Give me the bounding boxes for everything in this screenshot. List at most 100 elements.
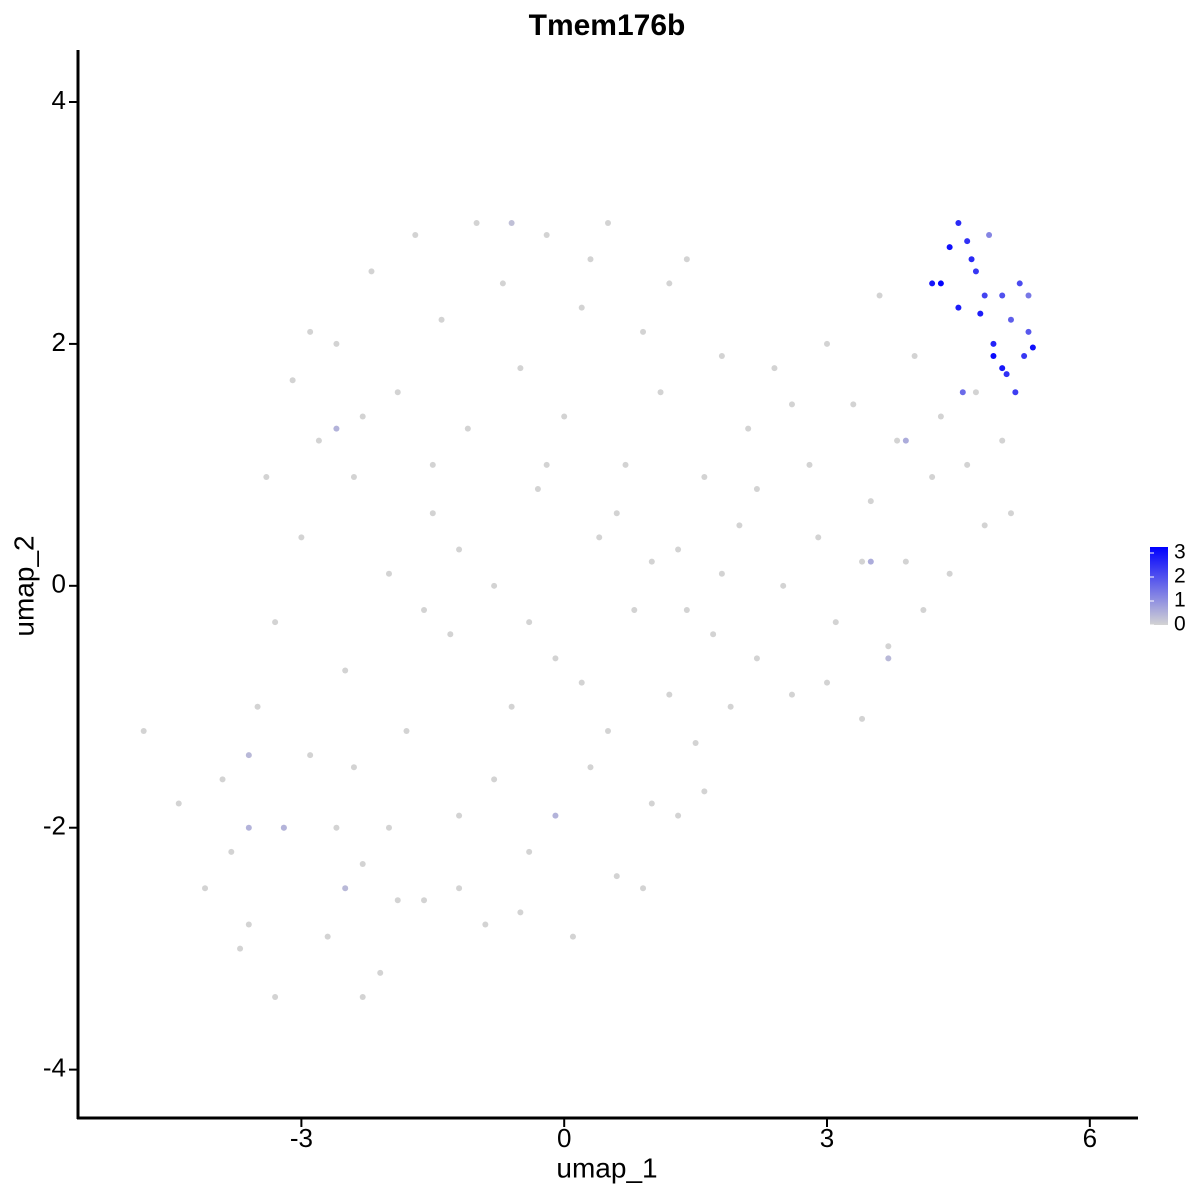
- cell-point: [447, 631, 454, 638]
- x-axis-title: umap_1: [556, 1152, 657, 1183]
- cell-point: [350, 764, 357, 771]
- cell-point: [421, 607, 428, 614]
- cell-point: [885, 655, 892, 662]
- cell-point: [517, 365, 524, 372]
- cell-point: [1021, 353, 1028, 360]
- cell-point: [359, 994, 366, 1001]
- y-tick-label: 4: [52, 85, 66, 115]
- cell-point: [771, 365, 778, 372]
- cell-point: [964, 461, 971, 468]
- cell-point: [701, 473, 708, 480]
- cell-point: [491, 582, 498, 589]
- cell-point: [683, 607, 690, 614]
- cell-point: [596, 534, 603, 541]
- cell-point: [859, 715, 866, 722]
- colorbar-tick-label: 3: [1174, 541, 1186, 564]
- cell-point: [307, 752, 314, 759]
- cell-point: [359, 861, 366, 868]
- cell-point: [578, 679, 585, 686]
- cell-point: [245, 824, 252, 831]
- cell-point: [140, 727, 147, 734]
- cell-point: [1007, 316, 1014, 323]
- cell-point: [456, 885, 463, 892]
- cell-point: [342, 667, 349, 674]
- cell-point: [981, 292, 988, 299]
- cell-point: [534, 486, 541, 493]
- cell-point: [718, 353, 725, 360]
- cell-point: [508, 703, 515, 710]
- cell-point: [429, 461, 436, 468]
- cell-point: [876, 292, 883, 299]
- cell-point: [385, 824, 392, 831]
- cell-point: [315, 437, 322, 444]
- cell-point: [964, 238, 971, 245]
- cell-point: [999, 437, 1006, 444]
- y-axis-title: umap_2: [8, 535, 39, 636]
- colorbar-tick-label: 2: [1174, 565, 1186, 588]
- cell-point: [578, 304, 585, 311]
- cell-point: [587, 256, 594, 263]
- x-tick-label: 3: [820, 1123, 834, 1153]
- cell-point: [456, 812, 463, 819]
- cell-point: [1012, 389, 1019, 396]
- cell-point: [990, 340, 997, 347]
- cell-point: [438, 316, 445, 323]
- cell-point: [867, 498, 874, 505]
- cell-point: [955, 304, 962, 311]
- cell-point: [412, 232, 419, 239]
- cell-point: [456, 546, 463, 553]
- cell-point: [788, 401, 795, 408]
- cell-point: [780, 582, 787, 589]
- cell-point: [911, 353, 918, 360]
- cell-point: [968, 256, 975, 263]
- y-tick-label: -2: [43, 811, 66, 841]
- cell-point: [937, 413, 944, 420]
- x-tick-label: 6: [1083, 1123, 1097, 1153]
- cell-point: [710, 631, 717, 638]
- cell-point: [718, 570, 725, 577]
- cell-point: [289, 377, 296, 384]
- cell-point: [508, 219, 515, 226]
- cell-point: [937, 280, 944, 287]
- cell-point: [385, 570, 392, 577]
- cell-point: [394, 897, 401, 904]
- cell-point: [920, 607, 927, 614]
- cell-point: [959, 389, 966, 396]
- cell-point: [745, 425, 752, 432]
- cell-point: [657, 389, 664, 396]
- cell-point: [981, 522, 988, 529]
- cell-point: [640, 885, 647, 892]
- cell-point: [648, 558, 655, 565]
- cell-point: [753, 655, 760, 662]
- cell-point: [972, 389, 979, 396]
- cell-point: [999, 292, 1006, 299]
- cell-point: [815, 534, 822, 541]
- cell-point: [377, 969, 384, 976]
- cell-point: [543, 461, 550, 468]
- cell-point: [298, 534, 305, 541]
- cell-point: [421, 897, 428, 904]
- y-tick-label: 0: [52, 569, 66, 599]
- cell-point: [605, 727, 611, 734]
- x-tick-label: -3: [290, 1123, 313, 1153]
- cell-point: [552, 655, 559, 662]
- cell-point: [272, 994, 279, 1001]
- cell-point: [263, 473, 270, 480]
- cell-point: [631, 607, 638, 614]
- cell-point: [955, 219, 962, 226]
- colorbar: [1150, 547, 1168, 625]
- chart-title: Tmem176b: [529, 9, 686, 42]
- cell-point: [666, 280, 673, 287]
- cell-point: [832, 619, 839, 626]
- cell-point: [526, 619, 533, 626]
- cell-point: [683, 256, 690, 263]
- cell-point: [202, 885, 209, 892]
- cell-point: [333, 824, 340, 831]
- cell-point: [368, 268, 375, 275]
- cell-point: [1029, 344, 1036, 351]
- cell-point: [753, 486, 760, 493]
- cell-point: [806, 461, 813, 468]
- cell-point: [543, 232, 550, 239]
- y-tick-label: -4: [43, 1052, 66, 1082]
- cell-point: [350, 473, 357, 480]
